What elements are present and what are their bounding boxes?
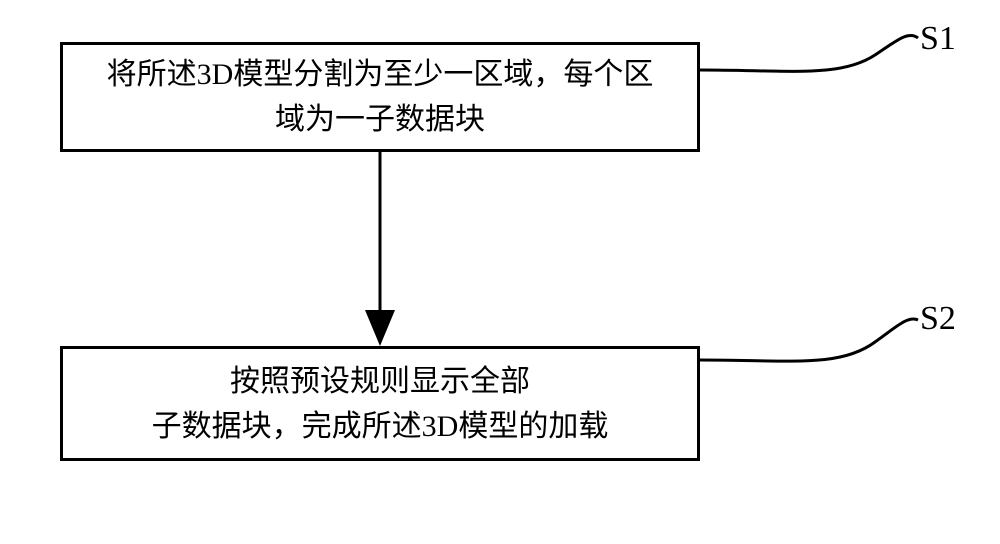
arrow-s1-to-s2 <box>0 0 1000 544</box>
flowchart-container: 将所述3D模型分割为至少一区域，每个区 域为一子数据块 S1 按照预设规则显示全… <box>0 0 1000 544</box>
